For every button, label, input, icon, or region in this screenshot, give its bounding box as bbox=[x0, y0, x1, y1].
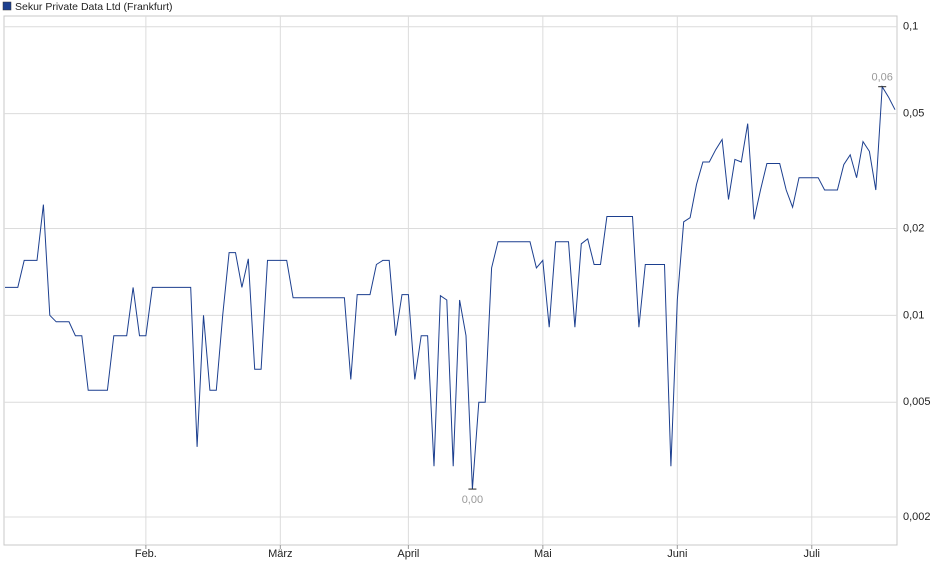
x-tick-label: Juli bbox=[804, 548, 821, 560]
plot-frame bbox=[3, 15, 898, 546]
y-tick-label: 0,01 bbox=[903, 309, 924, 321]
x-tick-label: Mai bbox=[534, 548, 552, 560]
x-tick-label: Juni bbox=[667, 548, 687, 560]
legend-swatch bbox=[2, 1, 12, 11]
y-tick-label: 0,05 bbox=[903, 108, 924, 120]
y-tick-label: 0,005 bbox=[903, 396, 931, 408]
y-tick-label: 0,02 bbox=[903, 222, 924, 234]
value-label: 0,06 bbox=[871, 72, 892, 84]
y-tick-label: 0,002 bbox=[903, 511, 931, 523]
legend-label: Sekur Private Data Ltd (Frankfurt) bbox=[15, 1, 173, 13]
y-tick-label: 0,1 bbox=[903, 21, 918, 33]
price-line bbox=[5, 85, 896, 490]
value-label: 0,00 bbox=[462, 494, 483, 506]
x-tick-label: Feb. bbox=[135, 548, 157, 560]
x-tick-label: April bbox=[397, 548, 419, 560]
x-tick-label: März bbox=[268, 548, 292, 560]
